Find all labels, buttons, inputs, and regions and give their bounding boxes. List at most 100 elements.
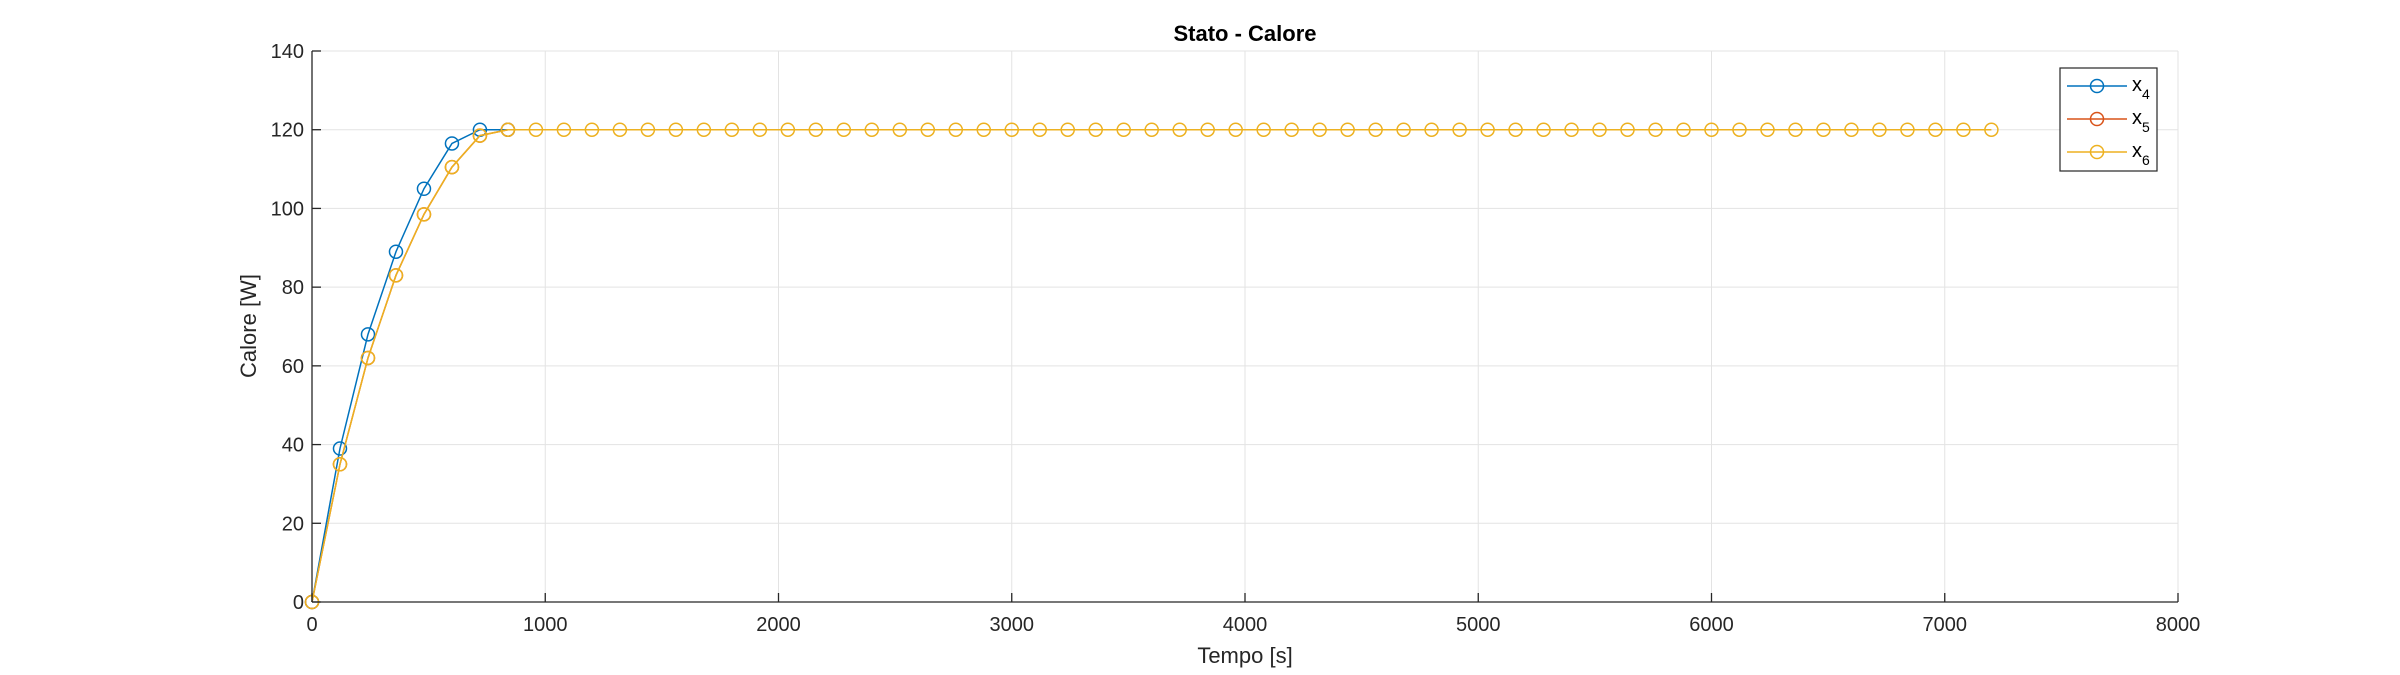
x-tick-label: 6000: [1689, 614, 1734, 636]
data-point: [1144, 122, 1159, 137]
y-tick-label: 120: [271, 120, 304, 142]
data-point: [1872, 122, 1887, 137]
data-point: [556, 122, 572, 137]
data-point: [416, 207, 432, 222]
y-tick-label: 60: [282, 356, 304, 378]
data-point: [1088, 122, 1103, 137]
data-point: [808, 122, 824, 137]
data-point: [1844, 122, 1859, 137]
data-point: [584, 122, 600, 137]
y-tick-label: 100: [271, 198, 304, 220]
data-point: [948, 122, 964, 137]
data-point: [1732, 122, 1747, 137]
data-point: [1480, 122, 1495, 137]
data-point: [1648, 122, 1663, 137]
data-point: [1508, 122, 1523, 137]
data-point: [528, 122, 544, 137]
data-point: [1284, 122, 1299, 137]
data-point: [1200, 122, 1215, 137]
data-point: [1172, 122, 1187, 137]
x-tick-label: 4000: [1223, 614, 1268, 636]
data-point: [1984, 122, 1999, 137]
tick-labels: 0 1000 2000 3000 4000 5000 6000 7000 8000 0 20 40 60…: [271, 41, 2201, 636]
y-tick-label: 20: [282, 513, 304, 535]
x-tick-label: 1000: [523, 614, 568, 636]
y-tick-label: 40: [282, 435, 304, 457]
data-point: [1536, 122, 1551, 137]
data-point: [1452, 122, 1467, 137]
legend-marker: [2089, 144, 2105, 160]
data-point: [416, 181, 432, 196]
data-point: [1312, 122, 1327, 137]
data-point: [1228, 122, 1243, 137]
x-tick-label: 3000: [990, 614, 1035, 636]
data-point: [360, 327, 376, 342]
data-point: [976, 122, 992, 137]
chart-title: Stato - Calore: [1173, 21, 1316, 46]
data-point: [444, 159, 460, 175]
legend-entry: x4: [2067, 74, 2150, 102]
data-point: [1396, 122, 1411, 137]
data-point: [1032, 122, 1047, 137]
series-group: [304, 122, 1999, 610]
data-point: [1956, 122, 1971, 137]
data-point: [332, 457, 348, 472]
data-point: [388, 268, 404, 283]
x-tick-label: 8000: [2156, 614, 2201, 636]
data-point: [1788, 122, 1803, 137]
data-point: [836, 122, 852, 137]
data-point: [360, 350, 376, 366]
legend-label: x6: [2132, 140, 2150, 168]
data-point: [1004, 122, 1019, 137]
legend-entry: x5: [2067, 107, 2150, 135]
data-point: [1116, 122, 1131, 137]
data-point: [892, 122, 908, 137]
data-point: [752, 122, 768, 137]
data-point: [1256, 122, 1271, 137]
data-point: [472, 128, 488, 143]
data-point: [780, 122, 796, 137]
data-point: [724, 122, 740, 137]
legend-label: x4: [2132, 74, 2150, 102]
y-tick-label: 0: [293, 592, 304, 614]
data-point: [1424, 122, 1439, 137]
x-tick-label: 2000: [756, 614, 801, 636]
data-point: [444, 136, 460, 151]
series-line-x6: [311, 128, 1992, 603]
legend-marker: [2089, 111, 2105, 127]
data-point: [1928, 122, 1943, 137]
legend-label: x5: [2132, 107, 2150, 135]
x-tick-label: 0: [306, 614, 317, 636]
legend-entry: x6: [2067, 140, 2150, 168]
x-tick-label: 7000: [1923, 614, 1968, 636]
data-point: [1676, 122, 1691, 137]
y-axis-label: Calore [W]: [236, 274, 261, 378]
y-tick-label: 140: [271, 41, 304, 63]
data-point: [1760, 122, 1775, 137]
data-point: [1620, 122, 1635, 137]
data-point: [1704, 122, 1719, 137]
data-point: [668, 122, 684, 137]
data-point: [500, 122, 516, 137]
data-point: [332, 441, 348, 456]
data-point: [1564, 122, 1579, 137]
data-point: [612, 122, 628, 137]
data-point: [696, 122, 712, 137]
data-point: [1900, 122, 1915, 137]
data-point: [864, 122, 880, 137]
data-point: [1592, 122, 1607, 137]
data-point: [388, 244, 404, 259]
data-point: [1340, 122, 1355, 137]
legend: x4 x5 x6: [2059, 67, 2158, 172]
data-point: [1060, 122, 1075, 137]
data-point: [640, 122, 656, 137]
data-point: [920, 122, 936, 137]
legend-marker: [2089, 78, 2105, 94]
y-tick-label: 80: [282, 277, 304, 299]
series-x6: [304, 122, 1999, 610]
x-tick-label: 5000: [1456, 614, 1501, 636]
axes: [311, 50, 2179, 603]
x-axis-label: Tempo [s]: [1197, 643, 1292, 668]
